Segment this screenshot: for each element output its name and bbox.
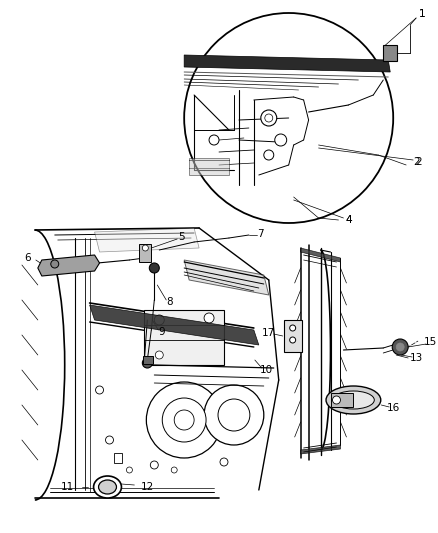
Polygon shape	[184, 260, 269, 295]
Ellipse shape	[94, 476, 121, 498]
Bar	[143, 356, 153, 364]
Circle shape	[332, 396, 340, 404]
Circle shape	[146, 382, 222, 458]
Bar	[332, 393, 353, 407]
Polygon shape	[95, 228, 199, 252]
Text: 12: 12	[141, 482, 154, 492]
Circle shape	[149, 263, 159, 273]
Text: 15: 15	[424, 337, 437, 347]
Text: 6: 6	[25, 253, 31, 263]
Circle shape	[275, 134, 287, 146]
Circle shape	[142, 245, 148, 251]
Bar	[114, 453, 123, 463]
Text: 8: 8	[166, 297, 173, 307]
Text: 4: 4	[345, 215, 352, 225]
Ellipse shape	[99, 480, 117, 494]
Bar	[383, 45, 397, 61]
Circle shape	[95, 386, 103, 394]
Circle shape	[290, 337, 296, 343]
Ellipse shape	[326, 386, 381, 414]
Polygon shape	[184, 55, 390, 72]
Circle shape	[290, 325, 296, 331]
Text: 10: 10	[260, 365, 273, 375]
Text: 5: 5	[178, 232, 184, 242]
Circle shape	[184, 13, 393, 223]
Circle shape	[155, 351, 163, 359]
Circle shape	[171, 467, 177, 473]
Circle shape	[261, 110, 277, 126]
Polygon shape	[90, 305, 259, 345]
Circle shape	[264, 150, 274, 160]
Text: 2: 2	[413, 157, 420, 167]
Text: 11: 11	[61, 482, 74, 492]
Text: 7: 7	[258, 229, 264, 239]
Circle shape	[218, 399, 250, 431]
Text: 9: 9	[158, 327, 165, 337]
Circle shape	[392, 339, 408, 355]
Text: 13: 13	[410, 353, 423, 363]
Text: 1: 1	[419, 9, 425, 19]
Polygon shape	[38, 255, 99, 276]
Circle shape	[204, 313, 214, 323]
Circle shape	[396, 343, 404, 351]
Text: 4: 4	[345, 215, 352, 225]
Text: 16: 16	[387, 403, 400, 413]
Bar	[145, 310, 224, 365]
Bar	[139, 244, 151, 262]
Circle shape	[204, 385, 264, 445]
Text: 2: 2	[415, 157, 421, 167]
Circle shape	[265, 114, 273, 122]
Circle shape	[162, 398, 206, 442]
Text: 1: 1	[419, 9, 425, 19]
Circle shape	[150, 461, 158, 469]
Circle shape	[51, 260, 59, 268]
Circle shape	[142, 358, 152, 368]
Circle shape	[220, 458, 228, 466]
Polygon shape	[300, 445, 340, 454]
Circle shape	[106, 436, 113, 444]
Polygon shape	[300, 248, 340, 262]
Polygon shape	[189, 158, 229, 175]
Bar	[284, 320, 302, 352]
Circle shape	[154, 315, 164, 325]
Circle shape	[209, 135, 219, 145]
Circle shape	[174, 410, 194, 430]
Circle shape	[127, 467, 132, 473]
Text: 17: 17	[262, 328, 276, 338]
Ellipse shape	[332, 391, 374, 409]
